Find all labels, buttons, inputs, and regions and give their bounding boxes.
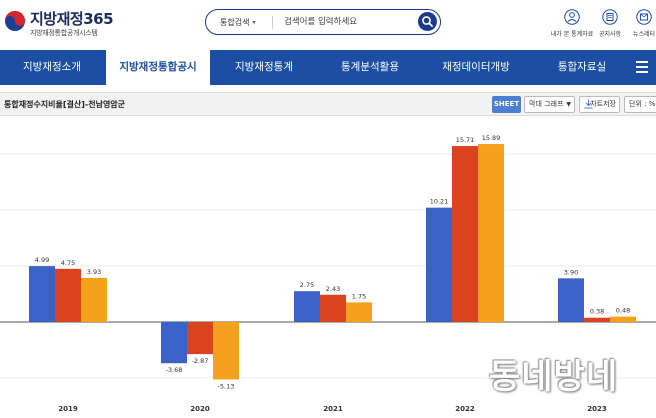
newsletter-label: 뉴스레터 — [632, 31, 656, 38]
bar-2022-series-2[interactable] — [452, 146, 478, 322]
search-input[interactable] — [284, 14, 414, 30]
data-label: 15.71 — [456, 136, 475, 144]
data-label: 1.75 — [352, 292, 366, 300]
unit-indicator: 단위 : % — [624, 96, 656, 113]
bar-2021-series-2[interactable] — [320, 294, 346, 322]
data-label: 4.75 — [61, 259, 75, 267]
notice-link[interactable]: 공지사항 — [580, 8, 640, 38]
x-tick-label: 2020 — [190, 405, 210, 413]
bar-2023-series-3[interactable] — [610, 316, 636, 322]
search-divider — [272, 16, 273, 29]
bar-2022-series-1[interactable] — [426, 207, 452, 322]
data-label: 3.93 — [87, 268, 101, 276]
chart-save-button[interactable]: 차트저장 — [579, 96, 620, 113]
download-icon — [584, 99, 593, 109]
nav-item-library[interactable]: 통합자료실 — [557, 61, 607, 73]
bar-2021-series-3[interactable] — [346, 302, 372, 322]
chevron-down-icon: ▼ — [566, 101, 571, 108]
data-label: -2.87 — [192, 357, 209, 365]
nav-item-open-data[interactable]: 재정데이터개방 — [442, 61, 510, 73]
logo-subtitle: 지방재정통합공개시스템 — [30, 29, 98, 37]
logo-title: 지방재정365 — [30, 10, 114, 28]
bar-2021-series-1[interactable] — [294, 291, 320, 322]
bar-2020-series-2[interactable] — [187, 322, 213, 355]
data-label: -5.13 — [218, 382, 235, 390]
x-tick-label: 2022 — [455, 405, 475, 413]
data-label: 3.90 — [564, 268, 578, 276]
notice-icon — [602, 9, 618, 25]
data-label: -3.68 — [166, 366, 183, 374]
recent-stats-label: 내가 본 통계자료 — [550, 31, 594, 38]
data-label: 15.89 — [482, 134, 501, 142]
chevron-down-icon: ▾ — [252, 19, 256, 26]
bar-chart: 4.99 -3.68 2.75 10.21 3.90 4.75 -2.87 2.43 15.71… — [0, 134, 656, 413]
notice-label: 공지사항 — [598, 31, 622, 38]
recent-stats-link[interactable]: 내가 본 통계자료 — [542, 8, 602, 38]
bar-2019-series-3[interactable] — [81, 277, 107, 322]
user-icon — [564, 9, 580, 25]
x-tick-label: 2019 — [58, 405, 78, 413]
data-label: 10.21 — [430, 198, 449, 206]
x-tick-label: 2023 — [587, 405, 607, 413]
x-tick-label: 2021 — [323, 405, 343, 413]
site-header: 지방재정365 지방재정통합공개시스템 통합검색 ▾ — [0, 0, 656, 50]
newsletter-icon — [636, 9, 652, 25]
sheet-button[interactable]: SHEET — [492, 96, 521, 113]
bar-2023-series-1[interactable] — [558, 278, 584, 322]
chart-area: 4.99 -3.68 2.75 10.21 3.90 4.75 -2.87 2.43 15.71… — [0, 117, 656, 418]
bar-2023-series-2[interactable] — [584, 317, 610, 322]
taegeuk-logo-icon — [5, 11, 25, 31]
chart-toolbar: 통합재정수지비율[결산]-전남영암군 SHEET 막대 그래프 ▼ 차트저장 단… — [0, 92, 656, 116]
watermark: 동네방네 — [489, 357, 619, 397]
nav-item-intro[interactable]: 지방재정소개 — [23, 61, 81, 73]
search-bar: 통합검색 ▾ — [205, 9, 441, 35]
data-label: 2.43 — [326, 285, 340, 293]
bar-2022-series-3[interactable] — [478, 144, 504, 322]
nav-item-statistics[interactable]: 지방재정통계 — [235, 61, 293, 73]
search-button[interactable] — [418, 12, 437, 31]
menu-icon[interactable] — [636, 61, 648, 73]
data-label: 0.48 — [616, 307, 630, 315]
chart-title: 통합재정수지비율[결산]-전남영암군 — [4, 100, 126, 109]
data-label: 4.99 — [35, 256, 49, 264]
newsletter-link[interactable]: 뉴스레터 — [614, 8, 656, 38]
search-icon — [422, 16, 433, 27]
search-category-label: 통합검색 — [220, 18, 250, 27]
bar-2020-series-1[interactable] — [161, 322, 187, 364]
site-logo[interactable]: 지방재정365 지방재정통합공개시스템 — [4, 8, 124, 40]
chart-type-value: 막대 그래프 — [529, 100, 564, 108]
chart-save-label: 차트저장 — [590, 100, 616, 108]
bar-2020-series-3[interactable] — [213, 322, 239, 380]
chart-type-select[interactable]: 막대 그래프 ▼ — [524, 96, 575, 113]
main-nav: 지방재정소개 지방재정통합공시 지방재정통계 통계분석활용 재정데이터개방 통합… — [0, 50, 656, 85]
bar-2019-series-1[interactable] — [29, 266, 55, 322]
bar-2019-series-2[interactable] — [55, 268, 81, 322]
data-label: 0.38 — [590, 308, 604, 316]
nav-item-disclosure[interactable]: 지방재정통합공시 — [106, 50, 210, 85]
search-category-select[interactable]: 통합검색 ▾ — [220, 17, 255, 28]
data-label: 2.75 — [300, 281, 314, 289]
nav-item-analysis[interactable]: 통계분석활용 — [341, 61, 399, 73]
